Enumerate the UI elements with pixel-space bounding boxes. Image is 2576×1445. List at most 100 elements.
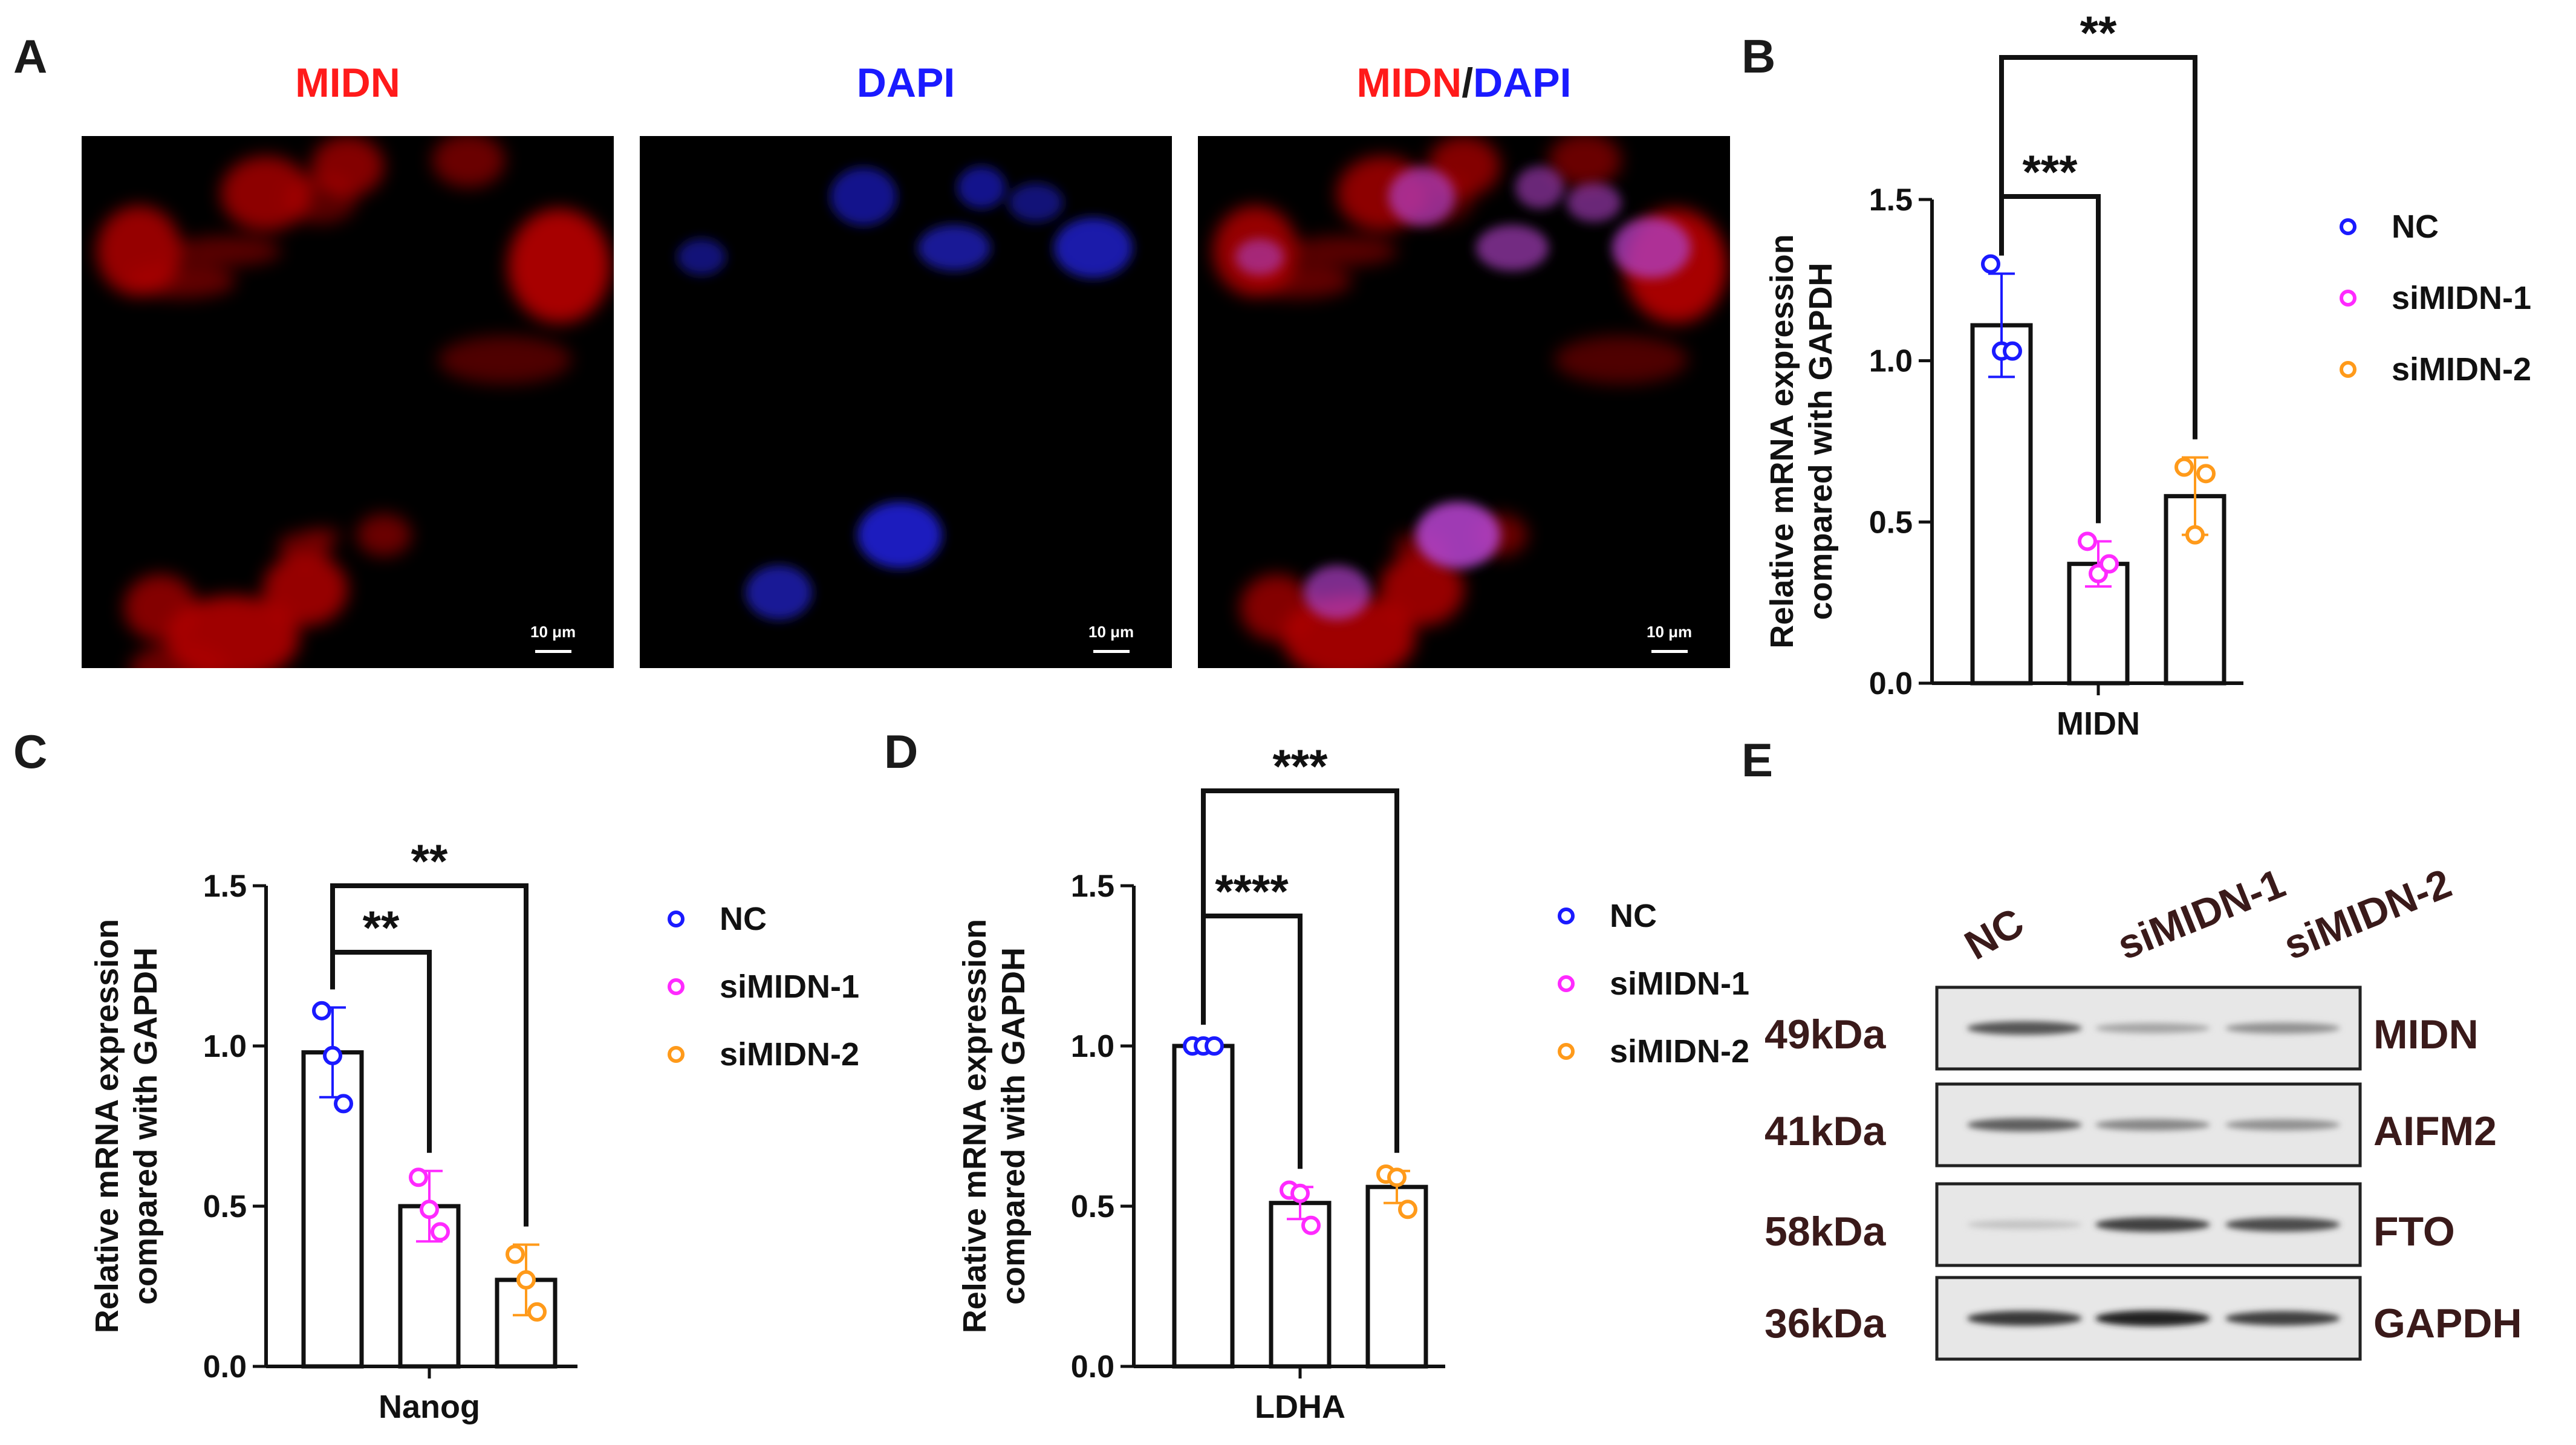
y-tick-label: 1.5 (203, 869, 247, 904)
kda-label: 58kDa (1764, 1209, 1886, 1255)
y-tick-label: 0.5 (1869, 505, 1913, 540)
data-point (2174, 457, 2194, 477)
panel-letter-b: B (1742, 30, 1776, 83)
legend-marker (668, 978, 685, 995)
blot-band (2225, 1311, 2340, 1326)
significance-label: *** (2022, 145, 2078, 198)
significance-bracket (1999, 55, 2197, 440)
kda-label: 36kDa (1764, 1300, 1886, 1346)
scale-bar-label: 10 μm (1647, 623, 1693, 641)
y-label-line: Relative mRNA expression (957, 919, 993, 1333)
y-axis-label: Relative mRNA expression compared with GA… (1764, 234, 1839, 648)
x-axis-label: Nanog (379, 1389, 480, 1425)
chart-ldha: 0.0 0.5 1.0 1.5 LDHA Relative mRNA expression… (957, 739, 1749, 1425)
title-part: / (1462, 60, 1474, 106)
legend-marker (1558, 1043, 1575, 1060)
micro-title-merge: MIDN/DAPI (1198, 59, 1730, 106)
bar (301, 1050, 364, 1369)
data-point (334, 1094, 353, 1114)
blot-band (2095, 1119, 2210, 1131)
blot-band (2095, 1023, 2210, 1033)
significance-label: **** (1215, 865, 1289, 918)
legend-label: NC (2392, 209, 2439, 245)
blot-band (1967, 1311, 2082, 1326)
x-axis-label: MIDN (2057, 706, 2140, 742)
legend-marker (1558, 908, 1575, 924)
y-tick-label: 1.0 (203, 1029, 247, 1064)
legend-marker (2340, 290, 2356, 307)
scale-bar-label: 10 μm (1088, 623, 1134, 641)
legend-label: siMIDN-2 (2392, 351, 2531, 388)
scale-bar (535, 650, 571, 653)
blot-band (2095, 1217, 2210, 1232)
data-point (1290, 1183, 1310, 1203)
legend-label: siMIDN-1 (2392, 280, 2531, 316)
bar (1172, 1044, 1235, 1369)
data-point (420, 1200, 439, 1219)
data-point (312, 1001, 331, 1021)
significance-bracket (330, 883, 529, 1227)
x-axis-label: LDHA (1255, 1389, 1345, 1425)
kda-label: 41kDa (1764, 1108, 1886, 1154)
y-tick-label: 0.0 (1869, 666, 1913, 701)
scale-bar (1093, 650, 1130, 653)
data-point (1398, 1200, 1417, 1219)
data-point (2003, 341, 2022, 361)
legend-label: siMIDN-1 (720, 969, 859, 1005)
blot-band (2095, 1310, 2210, 1326)
micro-title-dapi: DAPI (640, 59, 1172, 106)
significance-label: ** (363, 901, 400, 954)
data-point (527, 1302, 547, 1322)
western-blot: NC siMIDN-1 siMIDN-2 49kDa 41kDa 58kDa 3… (1754, 816, 2576, 1421)
data-point (2185, 525, 2205, 545)
blot-image (1935, 986, 2362, 1361)
y-tick-label: 0.0 (1071, 1349, 1114, 1385)
blot-band (2225, 1022, 2340, 1034)
legend-label: NC (1610, 898, 1657, 934)
data-point (2100, 554, 2119, 574)
y-tick-label: 1.5 (1071, 869, 1114, 904)
panel-letter-d: D (884, 725, 919, 778)
legend-label: NC (720, 901, 767, 937)
legend-marker (2340, 218, 2356, 235)
micro-image-midn: 10 μm (82, 136, 614, 668)
data-point (1981, 254, 2000, 274)
protein-label: AIFM2 (2373, 1108, 2497, 1154)
legend-marker (668, 911, 685, 927)
significance-label: ** (411, 834, 448, 888)
y-tick-label: 1.5 (1869, 183, 1913, 218)
title-part: DAPI (856, 60, 955, 106)
panel-letter-a: A (13, 30, 48, 83)
panel-letter-e: E (1742, 733, 1774, 787)
legend-marker (668, 1046, 685, 1063)
blot-band (2225, 1119, 2340, 1131)
panel-letter-c: C (13, 725, 48, 778)
protein-label: MIDN (2373, 1012, 2479, 1057)
significance-bracket (1201, 788, 1399, 1153)
data-point (431, 1222, 450, 1242)
bar (1970, 323, 2033, 686)
lane-label-simidn-1: siMIDN-1 (2111, 860, 2292, 969)
blot-band (1967, 1021, 2082, 1035)
data-point (1205, 1036, 1224, 1056)
title-part: MIDN (295, 60, 400, 106)
title-part: MIDN (1356, 60, 1462, 106)
y-label-line: Relative mRNA expression (89, 919, 125, 1333)
data-point (323, 1045, 342, 1065)
data-point (1387, 1167, 1407, 1187)
micro-image-merge: 10 μm (1198, 136, 1730, 668)
data-point (2196, 464, 2216, 484)
protein-label: FTO (2373, 1209, 2455, 1255)
kda-label: 49kDa (1764, 1012, 1886, 1057)
blot-band (1967, 1220, 2082, 1229)
chart-nanog: 0.0 0.5 1.0 1.5 Nanog Relative mRNA expressio… (89, 834, 859, 1425)
title-part: DAPI (1473, 60, 1572, 106)
data-point (1301, 1215, 1321, 1235)
micro-image-dapi: 10 μm (640, 136, 1172, 668)
legend-label: siMIDN-2 (720, 1036, 859, 1073)
legend-marker (1558, 975, 1575, 992)
significance-label: ** (2080, 6, 2117, 59)
scale-bar-label: 10 μm (530, 623, 576, 641)
data-point (516, 1270, 536, 1290)
data-point (409, 1167, 428, 1187)
